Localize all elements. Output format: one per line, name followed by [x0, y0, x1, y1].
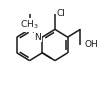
Text: N: N: [35, 33, 41, 42]
Text: OH: OH: [84, 40, 98, 49]
Text: CH$_3$: CH$_3$: [20, 19, 39, 31]
Text: Cl: Cl: [56, 9, 65, 18]
